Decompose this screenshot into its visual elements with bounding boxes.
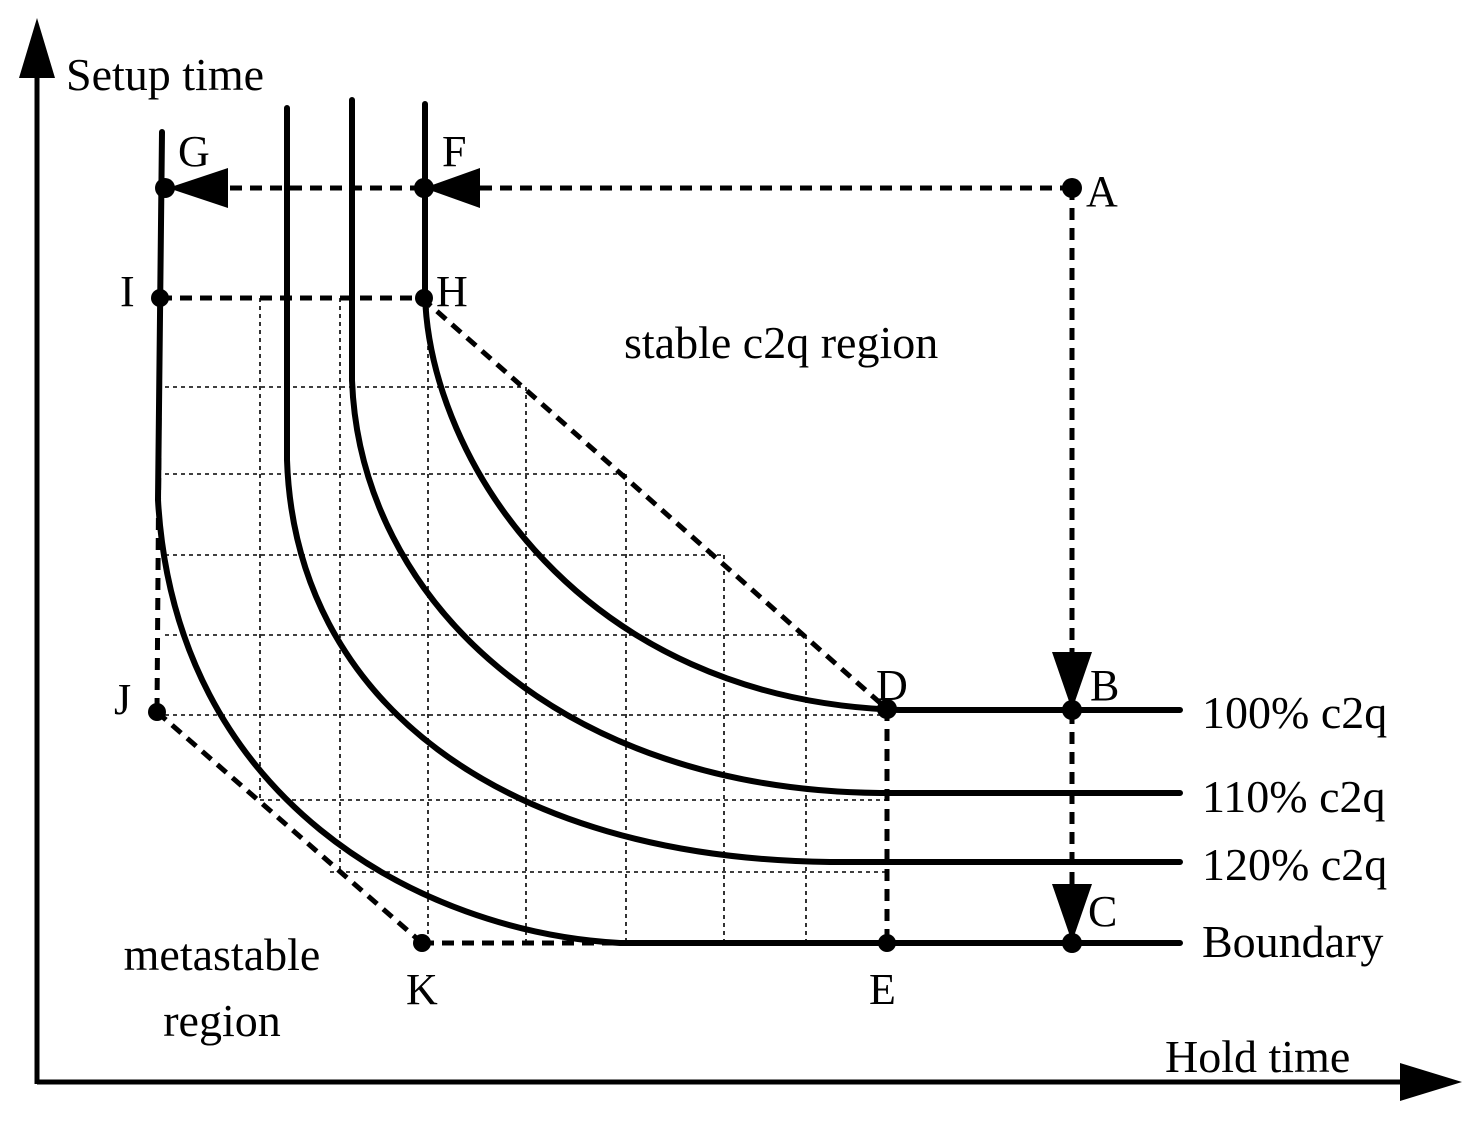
curve-labels: 100% c2q 110% c2q 120% c2q Boundary [1202, 687, 1387, 967]
point-k [413, 934, 431, 952]
label-c: C [1088, 887, 1117, 936]
point-d [877, 699, 897, 719]
y-axis-arrow-icon [19, 18, 55, 78]
point-f [414, 178, 434, 198]
curve-boundary [155, 129, 1183, 946]
x-axis-title: Hold time [1165, 1031, 1350, 1082]
label-j: J [114, 675, 131, 724]
label-h: H [436, 267, 468, 316]
metastable-region-label-line2: region [163, 995, 281, 1046]
curve-120-c2q [284, 105, 1183, 865]
contour-curves [155, 97, 1183, 946]
label-i: I [120, 267, 135, 316]
arrow-to-f-icon [424, 168, 480, 208]
curve-label-100: 100% c2q [1202, 687, 1387, 738]
curve-label-120: 120% c2q [1202, 839, 1387, 890]
point-labels: A B C D E F G H I J K [114, 127, 1119, 1014]
grid-horizontal-lines [165, 298, 887, 945]
metastable-region-label-line1: metastable [124, 929, 321, 980]
dash-h-to-d [420, 296, 889, 711]
curve-110-c2q [349, 97, 1183, 796]
label-g: G [178, 127, 210, 176]
curve-100-c2q [422, 101, 1183, 713]
point-a [1062, 178, 1082, 198]
point-i [151, 289, 169, 307]
label-e: E [869, 965, 896, 1014]
curve-label-110: 110% c2q [1202, 771, 1386, 822]
dash-j-to-k [155, 710, 424, 945]
stable-region-label: stable c2q region [624, 317, 938, 368]
label-a: A [1086, 167, 1118, 216]
axes [19, 18, 1462, 1101]
point-b [1062, 700, 1082, 720]
point-j [148, 703, 166, 721]
curve-label-boundary: Boundary [1202, 916, 1383, 967]
arrowheads [168, 168, 1092, 942]
arrow-to-b-icon [1052, 652, 1092, 710]
label-f: F [442, 127, 466, 176]
label-k: K [406, 965, 438, 1014]
label-b: B [1090, 661, 1119, 710]
arrow-to-g-icon [168, 168, 228, 208]
point-g [155, 178, 175, 198]
y-axis-title: Setup time [66, 49, 264, 100]
x-axis-arrow-icon [1400, 1063, 1462, 1101]
point-e [878, 934, 896, 952]
dash-i-to-j [154, 297, 163, 713]
point-c [1062, 933, 1082, 953]
dashed-lines [154, 185, 1075, 946]
points [148, 178, 1082, 953]
arrow-to-c-icon [1052, 884, 1092, 942]
point-h [415, 289, 433, 307]
label-d: D [876, 661, 908, 710]
grid-region [165, 298, 887, 945]
